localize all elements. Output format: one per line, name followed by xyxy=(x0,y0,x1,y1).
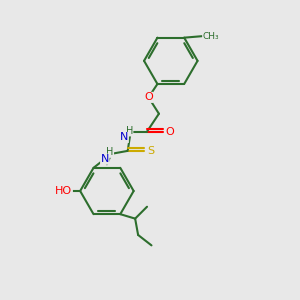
Text: H: H xyxy=(125,126,133,136)
Text: N: N xyxy=(100,154,109,164)
Text: HO: HO xyxy=(55,186,72,196)
Text: CH₃: CH₃ xyxy=(202,32,219,41)
Text: H: H xyxy=(106,147,114,158)
Text: S: S xyxy=(147,146,155,156)
Text: N: N xyxy=(120,133,128,142)
Text: O: O xyxy=(144,92,153,102)
Text: O: O xyxy=(165,127,174,136)
